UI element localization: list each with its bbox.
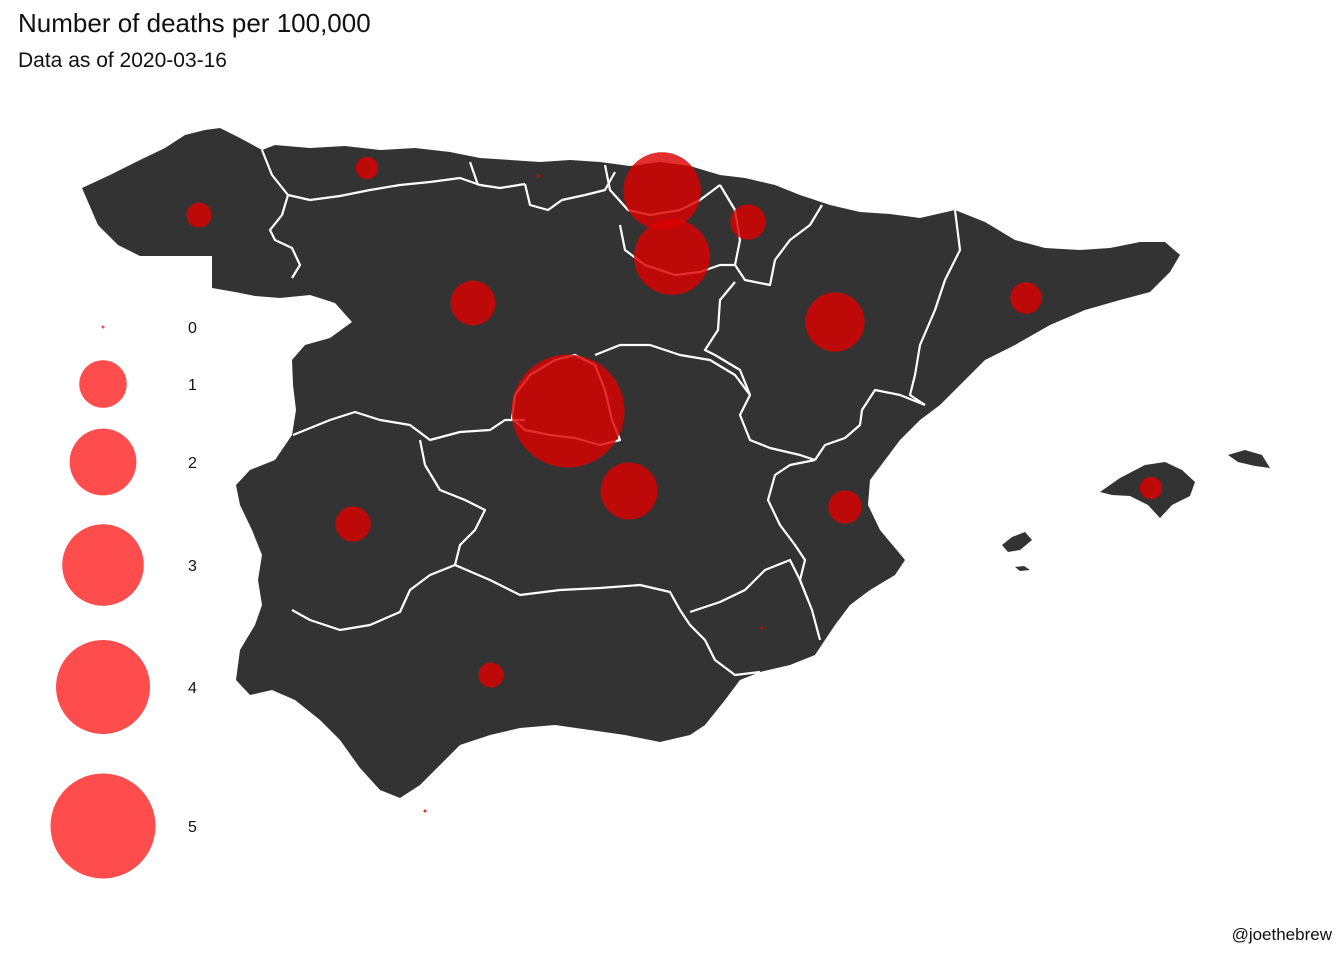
legend-label-5: 5 [188,819,197,836]
legend-label-4: 4 [188,680,197,697]
island-formentera [1015,566,1030,571]
border-aragon-val [814,388,926,461]
bubble-castilla-la-mancha [600,462,658,520]
bubble-asturias [355,156,379,180]
legend-bubble-2 [69,428,137,496]
border-cyl-clm [292,410,525,442]
border-clm-valencia [766,458,816,601]
bubble-illes-balears [1139,476,1163,500]
border-aragon-cat [908,209,962,406]
map-subtitle: Data as of 2020-03-16 [18,49,227,72]
bubble-navarra [730,204,766,240]
border-clm-andalucia [454,563,691,626]
legend-bubble-4 [56,640,150,734]
legend-label-1: 1 [188,377,197,394]
border-cyl-east [594,343,751,396]
bubble-la-rioja [634,219,710,295]
legend-bubble-5 [50,773,156,879]
bubble-arag-n [805,292,865,352]
island-ibiza [1002,532,1032,552]
bubble-andaluc-a [478,662,504,688]
bubble-catalu-a [1010,282,1042,314]
legend-label-3: 3 [188,558,197,575]
bubble-galicia [186,202,212,228]
size-legend: 0 1 2 3 4 5 [50,320,197,879]
border-murcia [689,558,822,677]
bubble-pa-s-vasco [623,152,701,230]
legend-label-2: 2 [188,455,197,472]
bubble-cantabria [537,174,541,178]
legend-bubble-1 [79,360,127,408]
border-galicia [260,149,302,279]
bubble-comunidad-valenciana [828,490,862,524]
legend-bubble-3 [62,524,144,606]
legend-label-0: 0 [188,320,197,337]
border-asturias-cyl [287,176,526,202]
credit-label: @joethebrew [1231,925,1332,944]
island-menorca [1228,450,1270,468]
border-cantabria [468,161,616,212]
legend-bubble-0 [101,325,105,329]
map-title: Number of deaths per 100,000 [18,8,371,38]
bubble-madrid [511,354,625,468]
bubble-ceuta [423,809,427,813]
bubble-murcia [760,626,764,630]
bubble-extremadura [335,506,371,542]
bubble-layer [186,152,1163,813]
bubble-castilla-y-le-n [450,280,496,326]
border-cyl-aragon [703,281,816,462]
